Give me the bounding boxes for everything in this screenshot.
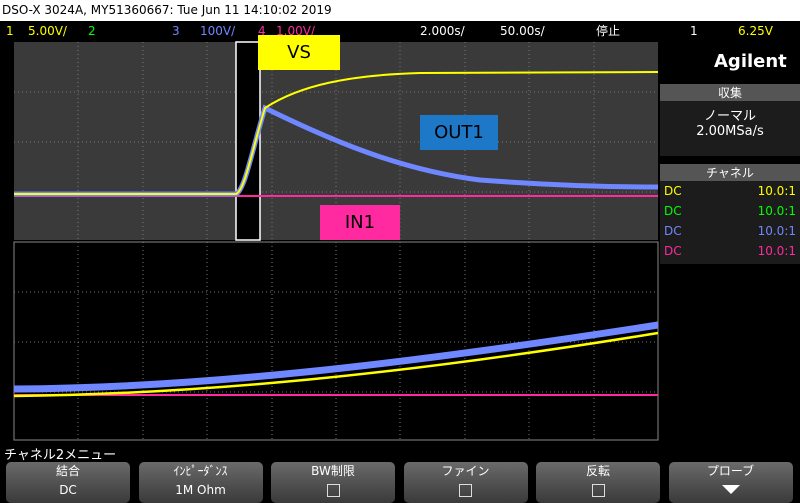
channel-row: DC 10.0:1 [660,241,800,261]
ch-number: 1 [6,24,14,38]
softkey-label: 結合 [55,464,80,478]
channel-panel: チャネル DC 10.0:1 DC 10.0:1 DC 10.0:1 DC 10.0:1 [660,164,800,264]
probe-ratio: 10.0:1 [757,224,796,238]
ch-number: 3 [172,24,180,38]
probe-ratio: 10.0:1 [757,204,796,218]
trigger-source: 1 [690,24,698,38]
coupling: DC [664,204,682,218]
ch-number: 2 [88,24,96,38]
channel-row: DC 10.0:1 [660,181,800,201]
ch3-trace [13,321,659,393]
annotation: VS [258,35,340,70]
probe-ratio: 10.0:1 [757,184,796,198]
ch-scale: 5.00V/ [28,24,67,38]
channels-title: チャネル [660,164,800,181]
softkey[interactable]: ファイン [403,462,528,503]
title-bar: DSO-X 3024A, MY51360667: Tue Jun 11 14:1… [0,0,800,21]
softkey[interactable]: BW制限 [271,462,395,503]
title: DSO-X 3024A, MY51360667: Tue Jun 11 14:1… [2,3,332,17]
softkey[interactable]: プローブ [668,462,793,503]
softkey-value: DC [59,483,77,497]
annotation: OUT1 [420,115,498,150]
acquire-mode: ノーマル [703,109,756,124]
menu-title: チャネル2メニュー [4,448,117,463]
trigger-level: 6.25V [738,24,773,38]
ch-scale: 100V/ [200,24,236,38]
checkbox[interactable] [459,484,472,497]
ch-number: 4 [258,24,266,38]
annotation: IN1 [320,205,400,240]
softkey[interactable]: 反転 [536,462,660,503]
coupling: DC [664,244,682,258]
softkey-label: BW制限 [311,464,355,478]
softkey-label: プローブ [706,464,755,478]
ch1-trace [13,331,659,398]
softkey-label: ｲﾝﾋﾟｰﾀﾞﾝｽ [173,464,228,478]
waveform-display [13,41,659,441]
channel-row: DC 10.0:1 [660,201,800,221]
softkey-label: ファイン [441,464,490,478]
checkbox[interactable] [326,484,340,497]
zoom-scale: 50.00s/ [500,24,545,38]
softkey[interactable]: 結合 DC [6,462,130,503]
run-state: 停止 [596,24,621,38]
sample-rate: 2.00MSa/s [696,124,764,139]
acquire-title: 収集 [660,84,800,101]
softkey-value: 1M Ohm [175,483,226,497]
brand: Agilent [714,51,787,72]
channel-row: DC 10.0:1 [660,221,800,241]
acquire-panel: 収集 ノーマル 2.00MSa/s [660,84,800,156]
softkey[interactable]: ｲﾝﾋﾟｰﾀﾞﾝｽ 1M Ohm [138,462,263,503]
time-scale: 2.000s/ [420,24,465,38]
brand-panel: Agilent [660,42,800,82]
checkbox[interactable] [591,484,605,497]
probe-ratio: 10.0:1 [757,244,796,258]
softkey-label: 反転 [585,464,610,478]
ch1-trace [14,71,659,195]
ch-scale: 1.00V/ [276,24,315,38]
coupling: DC [664,184,682,198]
arrow [721,485,740,494]
coupling: DC [664,224,682,238]
